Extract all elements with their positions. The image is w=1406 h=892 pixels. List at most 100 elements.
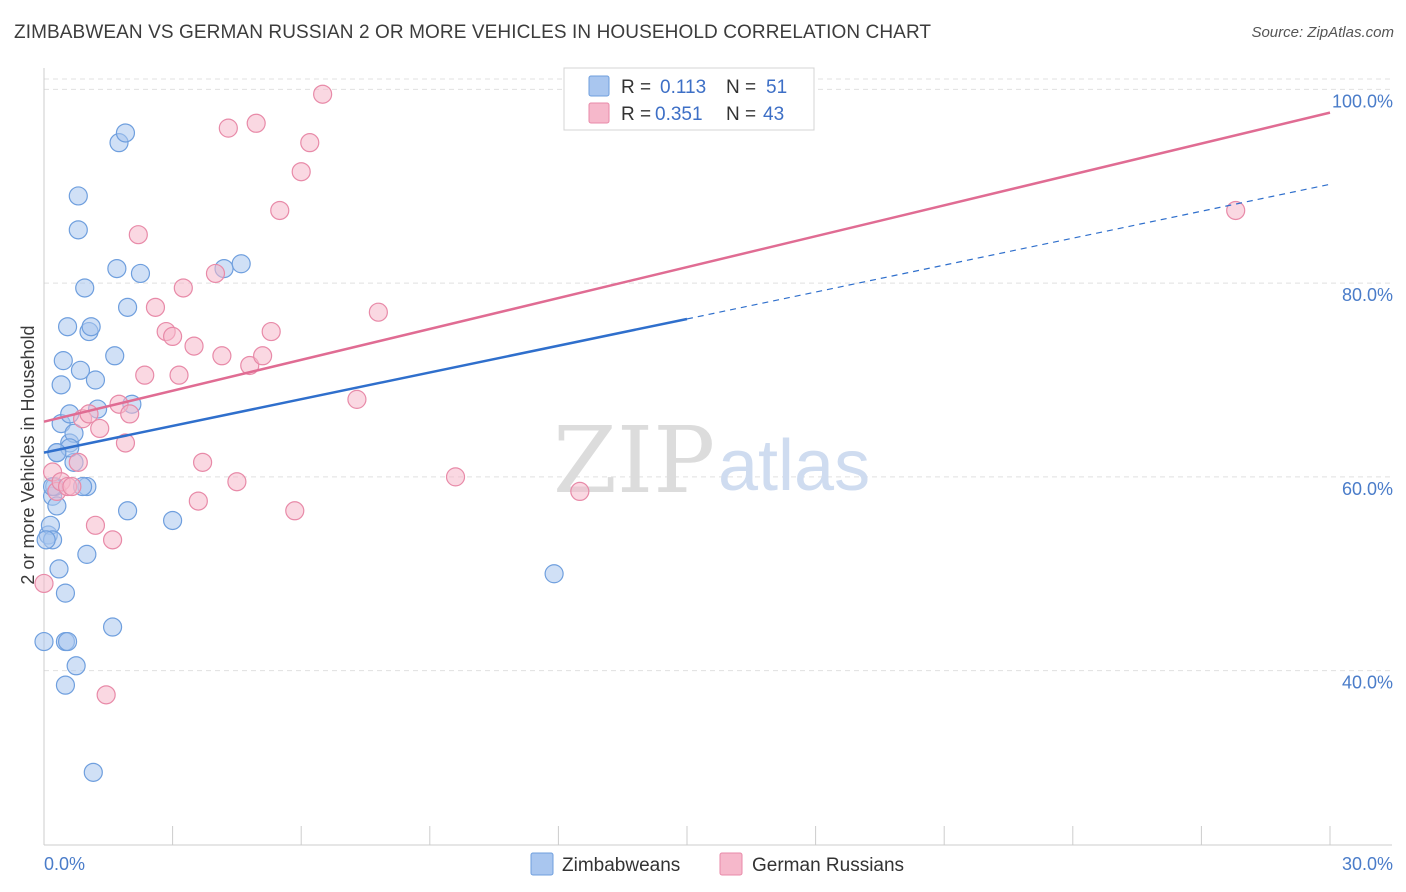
german-russians-point-28 [218,118,238,138]
legend-n-label-2: N = [726,104,756,125]
zimbabweans-point-41 [163,510,183,531]
zimbabweans-point-49 [47,443,67,463]
german-russians-point-6 [68,452,88,472]
german-russians-point-21 [169,365,189,385]
zimbabweans-trend-line [43,317,688,454]
series-legend: Zimbabweans German Russians [530,852,904,876]
trend-lines [43,111,1331,454]
correlation-legend: R = 0.113 N = 51 R = 0.351 N = 43 [563,67,815,131]
chart-title: ZIMBABWEAN VS GERMAN RUSSIAN 2 OR MORE V… [14,22,932,43]
zimbabweans-point-28 [81,317,101,337]
legend-bottom-swatch-blue [530,852,554,876]
legend-bottom-label-german-russians: German Russians [752,855,904,876]
y-tick-label-100: 100.0% [1332,91,1393,111]
legend-n-value-1: 51 [766,77,787,98]
legend-n-value-2: 43 [763,104,784,125]
german-russians-point-27 [212,346,232,366]
german-russians-point-18 [145,297,166,317]
series-german-russians-points [34,84,1246,705]
source-credit: Source: ZipAtlas.com [1251,24,1394,41]
zimbabweans-point-26 [77,544,97,564]
german-russians-point-11 [96,685,116,705]
german-russians-point-42 [570,481,590,502]
watermark-atlas: atlas [718,426,870,506]
zimbabweans-point-21 [68,186,88,206]
zimbabweans-point-32 [102,617,123,637]
zimbabweans-point-36 [115,123,136,143]
german-russians-point-32 [253,346,273,366]
german-russians-point-16 [128,225,148,245]
german-russians-point-9 [85,515,106,535]
y-tick-label-40: 40.0% [1342,673,1393,693]
zimbabweans-point-0 [34,631,54,652]
zimbabweans-point-10 [53,351,73,371]
german-russians-point-38 [313,84,333,104]
y-tick-label-80: 80.0% [1342,285,1393,305]
german-russians-point-23 [184,336,204,356]
zimbabweans-point-48 [57,631,78,652]
zimbabweans-point-34 [107,258,127,279]
legend-swatch-blue [588,75,610,97]
german-russians-point-41 [445,467,466,487]
german-russians-point-26 [205,263,226,284]
x-tick-label-max: 30.0% [1342,854,1393,874]
legend-swatch-pink [588,102,610,124]
german-russians-point-5 [62,476,82,497]
axes [43,68,1392,846]
german-russians-point-10 [90,418,110,439]
german-russians-point-43 [1226,200,1246,221]
legend-n-label-1: N = [726,77,756,98]
zimbabweans-point-37 [117,501,138,521]
y-tick-label-60: 60.0% [1342,479,1393,499]
german-russians-point-40 [368,302,388,322]
x-tick-label-min: 0.0% [44,854,85,874]
grid-lines [44,78,1392,672]
german-russians-point-12 [102,530,123,550]
german-russians-point-37 [300,133,320,153]
german-russians-point-25 [188,491,208,511]
german-russians-point-39 [347,389,367,409]
zimbabweans-point-20 [66,656,86,676]
zimbabweans-point-23 [70,360,91,380]
zimbabweans-point-24 [75,278,95,298]
zimbabweans-point-14 [55,583,76,603]
zimbabweans-point-8 [49,559,69,579]
zimbabweans-point-17 [57,317,78,337]
legend-bottom-label-zimbabweans: Zimbabweans [562,855,680,876]
german-russians-point-14 [115,433,136,453]
legend-r-value-2: 0.351 [655,104,703,125]
legend-r-label-2: R = [621,104,651,125]
german-russians-trend-line [43,111,1331,423]
series-zimbabweans-points [34,123,564,782]
german-russians-point-15 [120,404,140,424]
legend-r-value-1: 0.113 [660,77,706,98]
zimbabweans-point-29 [83,762,103,782]
german-russians-point-17 [135,365,155,385]
german-russians-point-33 [261,321,281,342]
zimbabweans-point-11 [51,375,71,395]
german-russians-point-24 [193,452,213,472]
zimbabweans-point-30 [85,370,106,390]
zimbabweans-point-46 [36,530,56,550]
german-russians-point-20 [163,326,183,347]
y-tick-labels: 40.0% 60.0% 80.0% 100.0% [1332,91,1393,692]
legend-r-label-1: R = [621,77,651,98]
german-russians-point-36 [291,162,311,182]
zimbabweans-point-33 [105,346,125,366]
zimbabweans-point-40 [130,263,151,284]
y-axis-label: 2 or more Vehicles in Household [18,325,38,584]
german-russians-point-0 [34,573,54,594]
legend-bottom-swatch-pink [719,852,743,876]
german-russians-point-34 [270,200,290,221]
zimbabweans-point-38 [117,297,138,317]
zimbabweans-point-43 [231,254,251,274]
zimbabweans-point-44 [544,564,564,584]
german-russians-point-31 [246,113,266,133]
zimbabweans-point-22 [68,220,88,240]
zimbabweans-point-12 [55,675,76,695]
german-russians-point-29 [227,472,247,492]
german-russians-point-22 [173,278,193,298]
x-tick-labels: 0.0% 30.0% [44,854,1393,874]
german-russians-point-35 [285,501,305,521]
